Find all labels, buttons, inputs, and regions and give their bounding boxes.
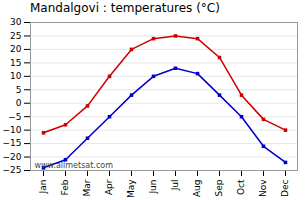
svg-text:−20: −20	[3, 152, 22, 162]
svg-text:Feb: Feb	[60, 179, 70, 195]
svg-text:Jan: Jan	[38, 180, 48, 195]
svg-text:−25: −25	[3, 165, 22, 175]
svg-text:5: 5	[16, 85, 22, 95]
svg-text:Jul: Jul	[170, 180, 180, 192]
svg-text:Jun: Jun	[148, 180, 158, 195]
svg-text:30: 30	[10, 17, 22, 27]
svg-text:15: 15	[10, 58, 21, 68]
svg-text:10: 10	[10, 71, 22, 81]
svg-text:Mar: Mar	[82, 179, 92, 196]
svg-text:25: 25	[10, 31, 21, 41]
svg-text:Sep: Sep	[214, 179, 224, 196]
svg-text:Nov: Nov	[258, 179, 268, 197]
svg-text:Apr: Apr	[104, 179, 114, 195]
svg-text:−15: −15	[3, 138, 22, 148]
svg-text:−10: −10	[3, 125, 22, 135]
svg-text:0: 0	[16, 98, 22, 108]
svg-text:−5: −5	[8, 112, 21, 122]
html-text:Mandalgovi : temperatures (°C): Mandalgovi : temperatures (°C)	[30, 1, 220, 15]
svg-text:Dec: Dec	[280, 179, 290, 196]
svg-text:May: May	[126, 179, 136, 198]
svg-text:20: 20	[10, 44, 22, 54]
svg-text:Oct: Oct	[236, 179, 246, 195]
svg-text:www.allmetsat.com: www.allmetsat.com	[35, 161, 114, 170]
svg-text:Aug: Aug	[192, 180, 202, 198]
